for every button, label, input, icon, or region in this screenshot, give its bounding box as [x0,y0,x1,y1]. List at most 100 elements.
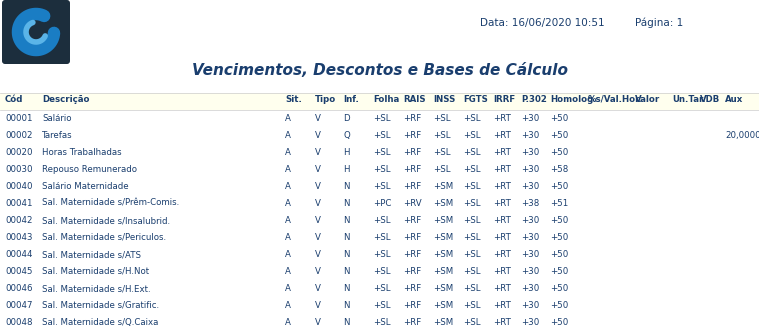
Text: +SL: +SL [463,199,480,208]
Text: Inf.: Inf. [343,95,359,104]
Text: N: N [343,216,349,225]
Text: +50: +50 [550,318,568,327]
Text: Página: 1: Página: 1 [635,18,683,29]
Text: +RT: +RT [493,301,511,310]
Text: +30: +30 [521,148,539,157]
Text: +RT: +RT [493,233,511,242]
Text: +30: +30 [521,165,539,174]
Text: +SL: +SL [373,318,390,327]
Text: V: V [315,182,321,191]
Text: +58: +58 [550,165,568,174]
Text: +SL: +SL [463,250,480,259]
Text: Sal. Maternidade s/ATS: Sal. Maternidade s/ATS [42,250,141,259]
Text: +RF: +RF [403,148,421,157]
Text: Sal. Maternidade s/Periculos.: Sal. Maternidade s/Periculos. [42,233,166,242]
Text: V: V [315,165,321,174]
Text: %s/Val.Hor.: %s/Val.Hor. [588,95,643,104]
Text: +50: +50 [550,148,568,157]
Text: Un.Tar.: Un.Tar. [672,95,706,104]
Text: H: H [343,165,349,174]
Text: IRRF: IRRF [493,95,515,104]
Text: P.302: P.302 [521,95,547,104]
Text: INSS: INSS [433,95,455,104]
Text: +SL: +SL [463,216,480,225]
Text: +30: +30 [521,250,539,259]
Text: Descrição: Descrição [42,95,90,104]
Text: +SL: +SL [373,267,390,276]
Text: +SL: +SL [433,114,451,123]
Text: +RT: +RT [493,114,511,123]
Text: N: N [343,199,349,208]
Text: +RT: +RT [493,216,511,225]
Text: 00048: 00048 [5,318,33,327]
Bar [0,93,759,110]
Text: +50: +50 [550,233,568,242]
Text: V: V [315,114,321,123]
Text: +RF: +RF [403,284,421,293]
Text: Cód: Cód [5,95,24,104]
Text: Tarefas: Tarefas [42,131,73,140]
Text: A: A [285,216,291,225]
Text: A: A [285,148,291,157]
Text: Sal. Maternidade s/Q.Caixa: Sal. Maternidade s/Q.Caixa [42,318,159,327]
Text: A: A [285,199,291,208]
Text: V: V [315,284,321,293]
Text: +RT: +RT [493,165,511,174]
Text: A: A [285,318,291,327]
Text: +RF: +RF [403,233,421,242]
Text: +SL: +SL [373,216,390,225]
Text: +50: +50 [550,182,568,191]
Text: +38: +38 [521,199,539,208]
Text: +SM: +SM [433,267,453,276]
Text: 00001: 00001 [5,114,33,123]
Text: +SM: +SM [433,284,453,293]
Text: +50: +50 [550,114,568,123]
Text: +RT: +RT [493,131,511,140]
Text: 00040: 00040 [5,182,33,191]
Text: +RF: +RF [403,267,421,276]
Text: N: N [343,250,349,259]
Text: +RF: +RF [403,216,421,225]
Text: Salário: Salário [42,114,71,123]
Text: +30: +30 [521,114,539,123]
Text: +RT: +RT [493,182,511,191]
Text: 00041: 00041 [5,199,33,208]
Text: V: V [315,318,321,327]
Text: +SL: +SL [433,131,451,140]
Text: +30: +30 [521,182,539,191]
Text: +SL: +SL [463,284,480,293]
Text: Vencimentos, Descontos e Bases de Cálculo: Vencimentos, Descontos e Bases de Cálcul… [191,63,568,78]
Text: Folha: Folha [373,95,399,104]
Text: +SL: +SL [463,165,480,174]
Text: A: A [285,233,291,242]
Text: +SM: +SM [433,318,453,327]
Text: V: V [315,148,321,157]
Text: +SL: +SL [433,165,451,174]
Text: 00020: 00020 [5,148,33,157]
Text: +RT: +RT [493,267,511,276]
Text: 00044: 00044 [5,250,33,259]
Text: Data: 16/06/2020 10:51: Data: 16/06/2020 10:51 [480,18,605,28]
Text: +RV: +RV [403,199,422,208]
Text: +RF: +RF [403,165,421,174]
Text: V: V [315,233,321,242]
Text: D: D [343,114,350,123]
Text: +RT: +RT [493,199,511,208]
Text: A: A [285,267,291,276]
Text: +SM: +SM [433,301,453,310]
Text: Homolog: Homolog [550,95,594,104]
Text: A: A [285,182,291,191]
Text: 00047: 00047 [5,301,33,310]
Text: +SL: +SL [463,267,480,276]
Text: V: V [315,301,321,310]
Text: A: A [285,284,291,293]
Text: Sal. Maternidade s/Insalubrid.: Sal. Maternidade s/Insalubrid. [42,216,170,225]
Text: Q: Q [343,131,350,140]
Text: +SL: +SL [433,148,451,157]
Text: A: A [285,250,291,259]
Text: +SL: +SL [373,165,390,174]
Text: VDB: VDB [700,95,720,104]
Text: +SL: +SL [463,301,480,310]
Text: +30: +30 [521,131,539,140]
Text: V: V [315,131,321,140]
